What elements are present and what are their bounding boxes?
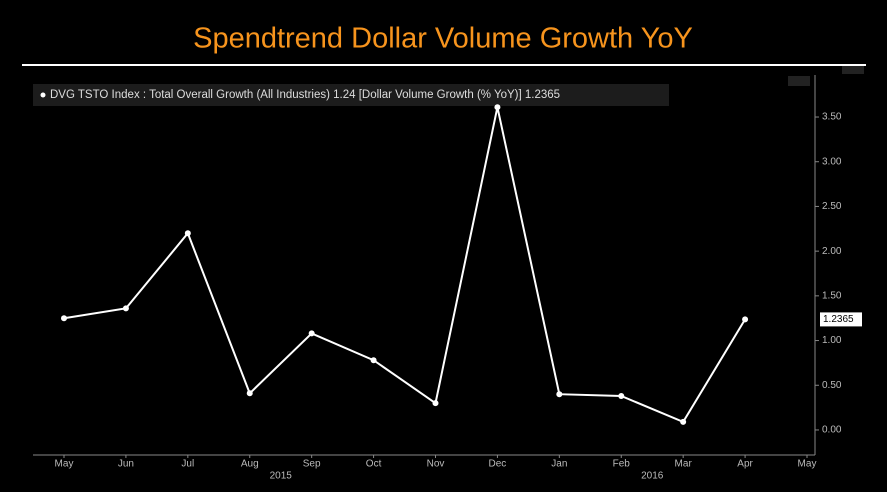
x-tick-label: Mar xyxy=(675,459,693,470)
x-tick-label: Oct xyxy=(366,459,382,470)
series-line xyxy=(63,106,746,424)
x-tick-label: Feb xyxy=(613,459,631,470)
toolbar-button[interactable] xyxy=(842,66,864,74)
year-label: 2016 xyxy=(641,471,664,482)
y-tick-label: 1.00 xyxy=(822,335,842,346)
data-point xyxy=(246,390,253,397)
data-point xyxy=(494,104,501,111)
y-tick-label: 0.00 xyxy=(822,425,842,436)
x-tick-label: May xyxy=(55,459,74,470)
y-tick-label: 3.00 xyxy=(822,156,842,167)
year-label: 2015 xyxy=(270,471,293,482)
legend-text: DVG TSTO Index : Total Overall Growth (A… xyxy=(50,89,560,101)
data-point xyxy=(618,392,625,399)
data-point xyxy=(122,305,129,312)
y-tick-label: 0.50 xyxy=(822,380,842,391)
data-point xyxy=(432,400,439,407)
x-tick-label: Apr xyxy=(737,459,753,470)
legend-dot xyxy=(40,92,46,98)
last-value-label: 1.2365 xyxy=(823,314,854,325)
x-tick-label: Aug xyxy=(241,459,259,470)
last-value-box xyxy=(820,312,862,327)
toolbar-button[interactable] xyxy=(788,76,810,86)
data-point xyxy=(742,316,749,323)
data-point xyxy=(370,357,377,364)
x-tick-label: Jan xyxy=(551,459,567,470)
y-tick-label: 1.50 xyxy=(822,290,842,301)
y-tick-label: 2.50 xyxy=(822,201,842,212)
x-tick-label: Jun xyxy=(118,459,134,470)
x-tick-label: Dec xyxy=(489,459,507,470)
data-point xyxy=(184,230,191,237)
y-tick-label: 2.00 xyxy=(822,246,842,257)
data-point xyxy=(556,391,563,398)
chart-title: Spendtrend Dollar Volume Growth YoY xyxy=(193,23,693,55)
y-tick-label: 3.50 xyxy=(822,112,842,123)
data-point xyxy=(308,330,315,337)
x-tick-label: Sep xyxy=(303,459,321,470)
data-point xyxy=(61,315,67,322)
data-point xyxy=(680,418,687,425)
x-tick-label: Jul xyxy=(181,459,194,470)
x-tick-label: May xyxy=(798,459,817,470)
legend-box xyxy=(33,84,669,106)
x-tick-label: Nov xyxy=(427,459,445,470)
